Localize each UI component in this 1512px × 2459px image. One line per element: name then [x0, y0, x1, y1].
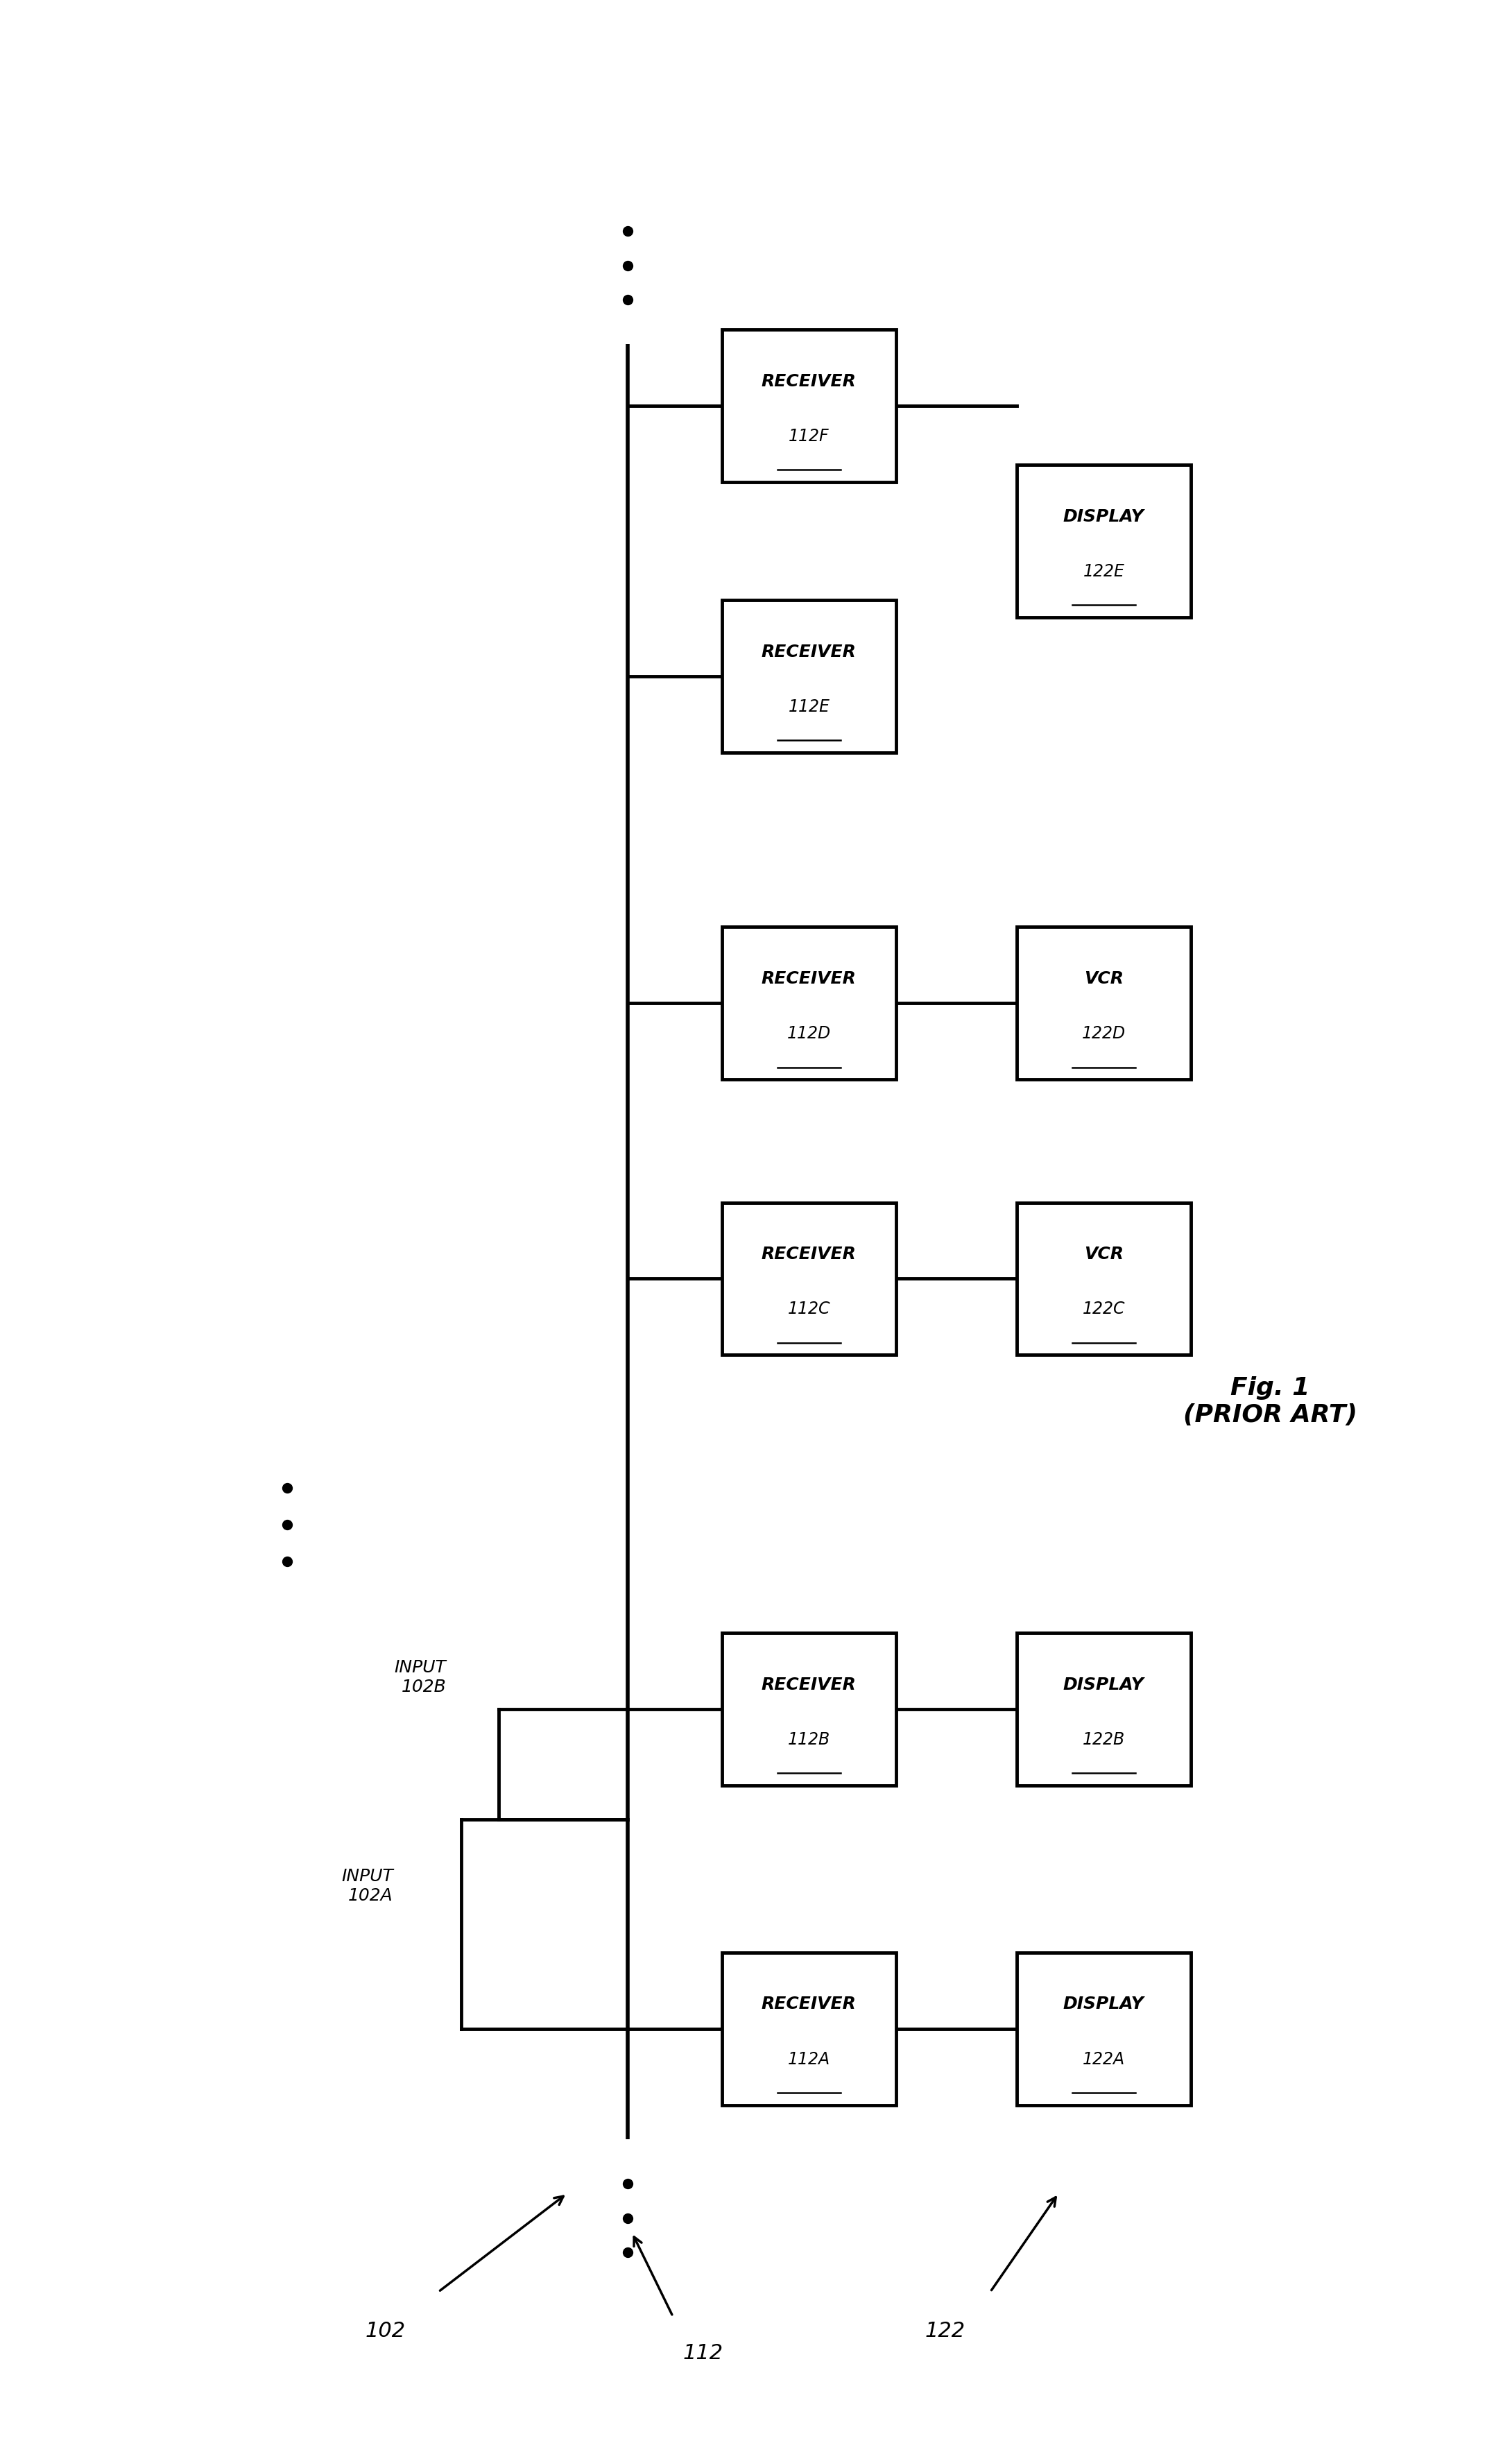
- Text: RECEIVER: RECEIVER: [762, 1247, 856, 1261]
- Bar: [1016, 1202, 1191, 1355]
- Text: 112E: 112E: [788, 698, 830, 716]
- Text: 122B: 122B: [1083, 1731, 1125, 1748]
- Text: 122E: 122E: [1083, 563, 1125, 580]
- Text: RECEIVER: RECEIVER: [762, 644, 856, 659]
- Text: 112B: 112B: [788, 1731, 830, 1748]
- Bar: [1016, 1633, 1191, 1785]
- Bar: [723, 600, 895, 752]
- Text: 122D: 122D: [1081, 1025, 1126, 1043]
- Text: RECEIVER: RECEIVER: [762, 971, 856, 986]
- Text: Fig. 1
(PRIOR ART): Fig. 1 (PRIOR ART): [1182, 1377, 1358, 1426]
- Text: 122A: 122A: [1083, 2051, 1125, 2068]
- Text: RECEIVER: RECEIVER: [762, 374, 856, 389]
- Text: INPUT
102A: INPUT 102A: [342, 1869, 393, 1903]
- Bar: [723, 927, 895, 1080]
- Text: 122: 122: [925, 2321, 965, 2341]
- Text: INPUT
102B: INPUT 102B: [395, 1660, 446, 1694]
- Text: VCR: VCR: [1084, 1247, 1123, 1261]
- Text: 122C: 122C: [1083, 1301, 1125, 1318]
- Text: RECEIVER: RECEIVER: [762, 1677, 856, 1692]
- Bar: [723, 1202, 895, 1355]
- Text: DISPLAY: DISPLAY: [1063, 509, 1145, 524]
- Text: DISPLAY: DISPLAY: [1063, 1677, 1145, 1692]
- Bar: [1016, 1952, 1191, 2105]
- Bar: [723, 330, 895, 482]
- Text: VCR: VCR: [1084, 971, 1123, 986]
- Text: DISPLAY: DISPLAY: [1063, 1997, 1145, 2011]
- Text: 112: 112: [683, 2343, 723, 2363]
- Text: 112D: 112D: [786, 1025, 832, 1043]
- Text: 112C: 112C: [788, 1301, 830, 1318]
- Bar: [723, 1633, 895, 1785]
- Text: RECEIVER: RECEIVER: [762, 1997, 856, 2011]
- Text: 102: 102: [366, 2321, 405, 2341]
- Text: 112F: 112F: [789, 428, 829, 445]
- Bar: [1016, 927, 1191, 1080]
- Text: 112A: 112A: [788, 2051, 830, 2068]
- Bar: [723, 1952, 895, 2105]
- Bar: [1016, 465, 1191, 617]
